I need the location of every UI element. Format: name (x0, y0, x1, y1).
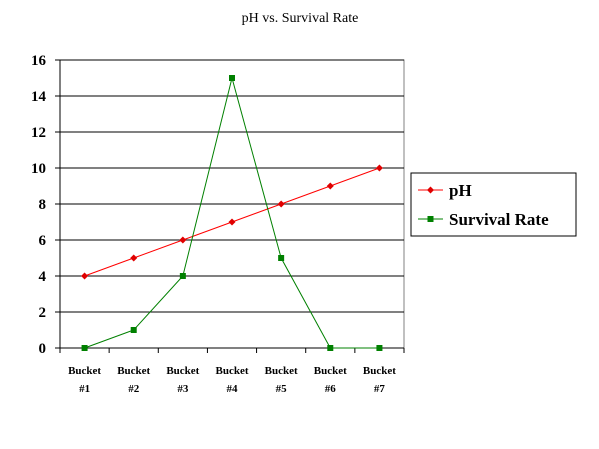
x-tick-label-line: Bucket (68, 365, 101, 377)
data-point (375, 164, 383, 172)
data-point (130, 254, 138, 262)
legend-marker (427, 216, 434, 222)
data-point (81, 272, 89, 280)
legend: pH Survival Rate (410, 172, 577, 237)
x-tick-label-line: #3 (177, 383, 189, 395)
data-point (179, 273, 186, 279)
x-tick-label: Bucket #4 (216, 365, 249, 395)
x-tick-label: Bucket #3 (166, 365, 199, 395)
x-tick-label-line: Bucket (216, 365, 249, 377)
chart-title: pH vs. Survival Rate (242, 11, 359, 26)
data-point (326, 182, 334, 190)
x-tick-label-line: Bucket (117, 365, 150, 377)
x-tick-label: Bucket #1 (68, 365, 101, 395)
data-point (228, 218, 236, 226)
y-tick-label: 4 (39, 269, 47, 285)
y-tick-label: 6 (39, 233, 47, 249)
x-tick-label: Bucket #5 (265, 365, 298, 395)
data-point (327, 345, 334, 351)
y-tick-label: 8 (39, 197, 47, 213)
x-tick-label-line: #6 (325, 383, 337, 395)
data-point (130, 327, 137, 333)
x-tick-label-line: #7 (374, 383, 386, 395)
x-tick-label-line: Bucket (166, 365, 199, 377)
y-tick-label: 0 (39, 341, 47, 357)
y-tick-label: 14 (31, 89, 47, 105)
y-tick-label: 2 (39, 305, 47, 321)
y-tick-label: 12 (31, 125, 46, 141)
data-point (376, 345, 383, 351)
x-tick-label-line: #1 (79, 383, 90, 395)
data-point (81, 345, 88, 351)
y-tick-label: 10 (31, 161, 46, 177)
x-tick-label-line: Bucket (363, 365, 396, 377)
legend-marker (427, 186, 434, 194)
legend-box (410, 172, 577, 237)
data-point (229, 75, 235, 81)
legend-label: Survival Rate (449, 210, 549, 229)
data-point (278, 255, 285, 261)
x-tick-label-line: #5 (276, 383, 288, 395)
legend-label: pH (449, 181, 472, 200)
y-tick-label: 16 (31, 53, 47, 69)
x-tick-label-line: Bucket (265, 365, 298, 377)
x-tick-label-line: Bucket (314, 365, 347, 377)
x-tick-label: Bucket #7 (363, 365, 396, 395)
x-tick-label: Bucket #2 (117, 365, 150, 395)
x-tick-label-line: #2 (128, 383, 140, 395)
data-point (277, 200, 285, 208)
x-tick-label: Bucket #6 (314, 365, 347, 395)
data-point (179, 236, 187, 244)
x-tick-label-line: #4 (227, 383, 239, 395)
